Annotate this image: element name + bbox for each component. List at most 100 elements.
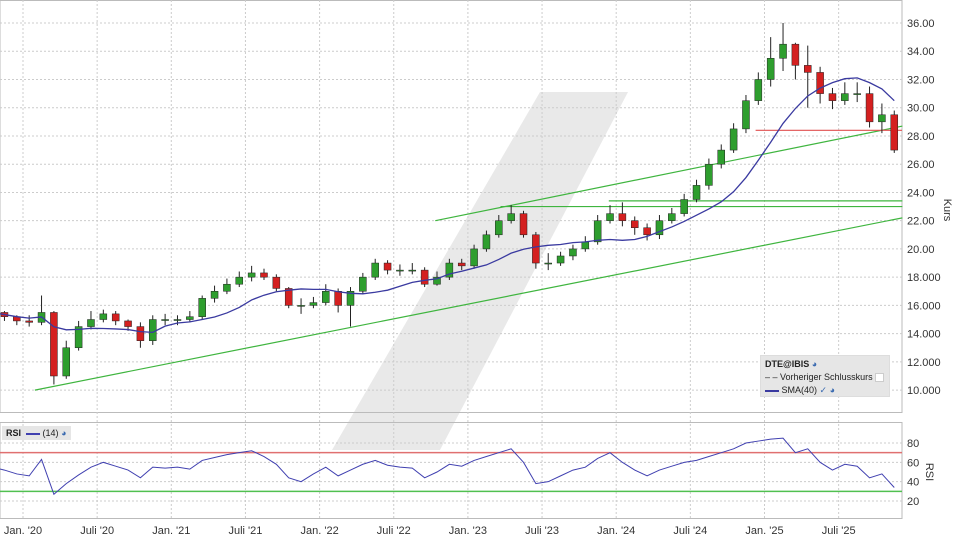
rsi-axis-label: RSI (923, 463, 935, 481)
candle (99, 313, 108, 320)
candle (507, 213, 515, 221)
candle (878, 114, 886, 123)
candle (433, 276, 441, 285)
candle (235, 276, 244, 285)
candle (482, 234, 491, 250)
candle (457, 262, 466, 267)
x-tick-label: Jan. '23 (449, 525, 487, 537)
candle (359, 276, 367, 292)
y-tick-label: 22.00 (907, 216, 935, 228)
rsi-tick-label: 40 (907, 477, 919, 489)
candle (260, 272, 268, 278)
candle (655, 220, 664, 236)
rsi-legend: RSI (14) ◕ (2, 426, 71, 440)
watermark-shape (332, 92, 628, 450)
candle (630, 220, 639, 228)
x-tick-label: Juli '20 (80, 525, 114, 537)
candle (297, 305, 305, 307)
candle (74, 326, 83, 349)
candle (791, 43, 800, 66)
candle (519, 213, 528, 236)
candle (593, 220, 602, 243)
candle (729, 128, 738, 151)
candle (322, 291, 330, 303)
checkbox[interactable] (875, 373, 885, 383)
candle (680, 199, 688, 214)
rsi-period: (14) (42, 428, 59, 438)
candle (804, 65, 812, 73)
candle (149, 319, 157, 341)
candle (25, 320, 33, 323)
y-axis-label: Kurs (941, 199, 953, 222)
candle (161, 319, 169, 321)
candle (87, 319, 95, 327)
candle (186, 316, 194, 320)
x-tick-label: Juli '25 (822, 525, 856, 537)
dashed-line-icon: ‒ ‒ (765, 372, 778, 382)
candle (408, 269, 417, 272)
rsi-tick-label: 60 (907, 457, 919, 469)
candle (779, 43, 787, 59)
x-tick-label: Jan. '20 (4, 525, 42, 537)
candle (223, 283, 231, 292)
legend-prev-close: Vorheriger Schlusskurs (780, 372, 873, 382)
legend: DTE@IBIS ◕ ‒ ‒ Vorheriger Schlusskurs SM… (760, 355, 890, 397)
candle (50, 312, 58, 377)
candle (247, 272, 256, 278)
candle (742, 100, 750, 130)
globe-icon[interactable]: ◕ (811, 359, 818, 369)
candle (371, 262, 379, 278)
legend-symbol: DTE@IBIS (765, 359, 810, 369)
candle (569, 248, 577, 257)
y-tick-label: 34.00 (907, 46, 935, 58)
x-tick-label: Juli '21 (228, 525, 262, 537)
candle (606, 213, 614, 221)
check-icon[interactable]: ✓ (819, 385, 828, 395)
candle (890, 114, 899, 151)
x-tick-label: Jan. '25 (745, 525, 783, 537)
x-tick-label: Juli '23 (525, 525, 559, 537)
candle (210, 291, 219, 299)
y-tick-label: 10.000 (907, 385, 941, 397)
candle (470, 248, 478, 267)
candle (581, 241, 590, 250)
candle (334, 291, 342, 306)
candle (173, 319, 182, 321)
sma-line-icon (765, 389, 779, 392)
candle (828, 93, 837, 101)
candle (420, 269, 429, 285)
y-tick-label: 36.00 (907, 18, 935, 30)
candle (532, 234, 540, 264)
candle (62, 347, 71, 377)
y-tick-label: 16.000 (907, 300, 941, 312)
y-tick-label: 26.00 (907, 159, 935, 171)
globe-icon[interactable]: ◕ (61, 428, 67, 438)
candle (346, 291, 355, 306)
candle (272, 276, 281, 289)
candle (284, 288, 293, 306)
x-tick-label: Jan. '24 (597, 525, 635, 537)
rsi-line (0, 437, 895, 496)
candle (853, 93, 861, 95)
candle (705, 163, 713, 186)
candle (692, 185, 701, 200)
x-tick-label: Jan. '21 (152, 525, 190, 537)
candle (766, 58, 775, 80)
globe-icon[interactable]: ◕ (829, 385, 836, 395)
y-tick-label: 32.00 (907, 74, 935, 86)
candle (111, 313, 120, 322)
candle (717, 149, 725, 165)
candle (396, 269, 404, 272)
candle (643, 227, 651, 236)
rsi-tick-label: 20 (907, 496, 919, 508)
candle (841, 93, 849, 101)
candle (309, 302, 318, 306)
legend-sma: SMA(40) (781, 385, 818, 395)
candle (124, 320, 132, 327)
y-tick-label: 12.000 (907, 357, 941, 369)
candle (556, 255, 565, 264)
candle (383, 262, 392, 271)
trendline (34, 217, 903, 391)
candle (495, 220, 503, 236)
x-tick-label: Juli '22 (377, 525, 411, 537)
